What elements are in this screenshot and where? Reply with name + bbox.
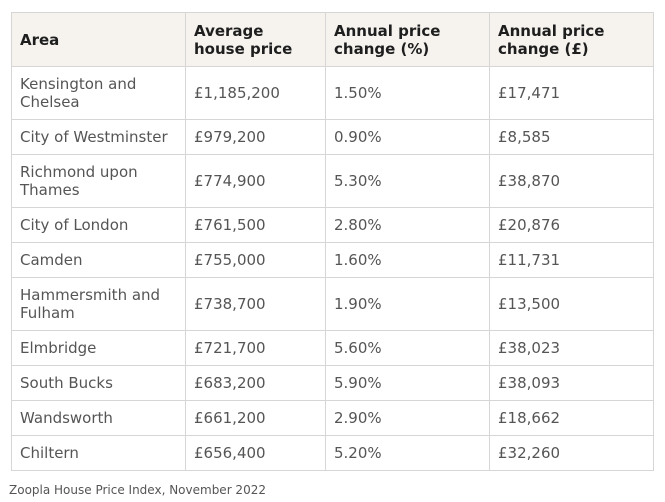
price-cell: £721,700 [185, 330, 326, 366]
change-percent-cell: 2.90% [325, 400, 490, 436]
change-pounds-cell: £17,471 [489, 66, 654, 120]
house-price-table-container: Area Average house price Annual price ch… [11, 12, 654, 471]
change-pounds-cell: £32,260 [489, 435, 654, 471]
price-cell: £1,185,200 [185, 66, 326, 120]
change-percent-cell: 5.20% [325, 435, 490, 471]
change-percent-cell: 5.60% [325, 330, 490, 366]
table-row: Kensington and Chelsea £1,185,200 1.50% … [11, 66, 654, 120]
header-average-price: Average house price [185, 12, 326, 67]
area-cell: City of London [11, 207, 186, 243]
area-cell: South Bucks [11, 365, 186, 401]
change-pounds-cell: £20,876 [489, 207, 654, 243]
area-cell: Wandsworth [11, 400, 186, 436]
price-cell: £683,200 [185, 365, 326, 401]
area-cell: Kensington and Chelsea [11, 66, 186, 120]
table-row: South Bucks £683,200 5.90% £38,093 [11, 365, 654, 401]
change-percent-cell: 2.80% [325, 207, 490, 243]
area-cell: Richmond upon Thames [11, 154, 186, 208]
price-cell: £774,900 [185, 154, 326, 208]
table-row: Camden £755,000 1.60% £11,731 [11, 242, 654, 278]
price-cell: £661,200 [185, 400, 326, 436]
table-row: City of London £761,500 2.80% £20,876 [11, 207, 654, 243]
change-pounds-cell: £38,870 [489, 154, 654, 208]
price-cell: £979,200 [185, 119, 326, 155]
table-row: City of Westminster £979,200 0.90% £8,58… [11, 119, 654, 155]
area-cell: Camden [11, 242, 186, 278]
change-pounds-cell: £8,585 [489, 119, 654, 155]
source-caption: Zoopla House Price Index, November 2022 [9, 483, 266, 497]
house-price-table: Area Average house price Annual price ch… [11, 12, 654, 471]
change-percent-cell: 1.60% [325, 242, 490, 278]
change-percent-cell: 1.50% [325, 66, 490, 120]
header-change-pounds: Annual price change (£) [489, 12, 654, 67]
change-percent-cell: 0.90% [325, 119, 490, 155]
change-percent-cell: 5.90% [325, 365, 490, 401]
change-pounds-cell: £11,731 [489, 242, 654, 278]
area-cell: Hammersmith and Fulham [11, 277, 186, 331]
table-header-row: Area Average house price Annual price ch… [11, 12, 654, 67]
table-row: Elmbridge £721,700 5.60% £38,023 [11, 330, 654, 366]
price-cell: £656,400 [185, 435, 326, 471]
price-cell: £738,700 [185, 277, 326, 331]
change-pounds-cell: £18,662 [489, 400, 654, 436]
change-percent-cell: 5.30% [325, 154, 490, 208]
price-cell: £755,000 [185, 242, 326, 278]
price-cell: £761,500 [185, 207, 326, 243]
area-cell: Chiltern [11, 435, 186, 471]
table-row: Hammersmith and Fulham £738,700 1.90% £1… [11, 277, 654, 331]
table-row: Wandsworth £661,200 2.90% £18,662 [11, 400, 654, 436]
change-pounds-cell: £38,093 [489, 365, 654, 401]
table-row: Chiltern £656,400 5.20% £32,260 [11, 435, 654, 471]
area-cell: Elmbridge [11, 330, 186, 366]
header-area: Area [11, 12, 186, 67]
change-percent-cell: 1.90% [325, 277, 490, 331]
area-cell: City of Westminster [11, 119, 186, 155]
change-pounds-cell: £13,500 [489, 277, 654, 331]
change-pounds-cell: £38,023 [489, 330, 654, 366]
header-change-percent: Annual price change (%) [325, 12, 490, 67]
table-row: Richmond upon Thames £774,900 5.30% £38,… [11, 154, 654, 208]
